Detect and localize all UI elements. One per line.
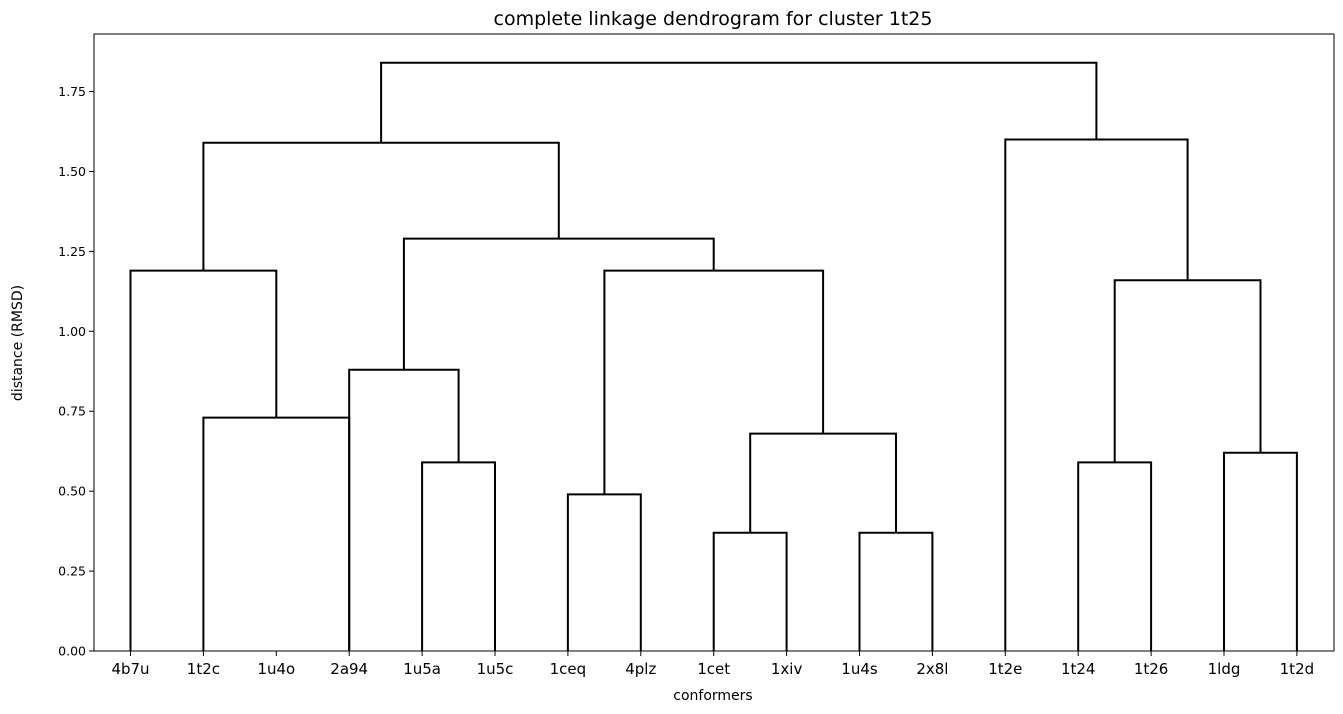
dendrogram-link-3	[348, 368, 460, 651]
leaf-label-1u4s: 1u4s	[841, 660, 878, 678]
leaf-label-1cet: 1cet	[697, 660, 730, 678]
leaf-label-1u5c: 1u5c	[477, 660, 514, 678]
chart-title: complete linkage dendrogram for cluster …	[494, 8, 933, 30]
leaf-label-1t24: 1t24	[1061, 660, 1096, 678]
x-axis-ticks: 4b7u 1t2c 1u4o 2a94 1u5a 1u5c 1ceq 4plz 1cet 1xiv…	[111, 651, 1314, 678]
y-tick-label: 0.50	[58, 484, 86, 499]
y-tick-label: 0.25	[58, 564, 86, 579]
y-tick-label: 1.25	[58, 244, 86, 259]
dendrogram-link-4	[566, 493, 642, 651]
y-tick-label: 0.75	[58, 404, 86, 419]
dendrogram-link-9	[402, 237, 715, 370]
dendrogram-link-15	[380, 61, 1098, 143]
dendrogram-link-7	[749, 432, 897, 533]
y-tick-label: 1.00	[58, 324, 86, 339]
leaf-label-1t2c: 1t2c	[187, 660, 220, 678]
dendrogram-link-11	[1077, 461, 1153, 651]
leaf-label-1u5a: 1u5a	[403, 660, 441, 678]
leaf-label-1t26: 1t26	[1134, 660, 1169, 678]
leaf-label-1t2d: 1t2d	[1280, 660, 1315, 678]
leaf-label-1xiv: 1xiv	[771, 660, 803, 678]
dendrogram-link-10	[202, 141, 560, 271]
leaf-label-1ceq: 1ceq	[550, 660, 587, 678]
y-tick-label: 0.00	[58, 644, 86, 659]
dendrogram-link-13	[1113, 279, 1262, 463]
y-tick-label: 1.75	[58, 84, 86, 99]
dendrogram-link-14	[1004, 138, 1189, 651]
dendrogram-link-12	[1223, 451, 1298, 651]
leaf-label-2x8l: 2x8l	[916, 660, 948, 678]
y-tick-label: 1.50	[58, 164, 86, 179]
y-axis-ticks: 0.00 0.25 0.50 0.75 1.00 1.25 1.50 1.75	[58, 84, 94, 659]
leaf-label-4plz: 4plz	[625, 660, 656, 678]
dendrogram-link-5	[712, 531, 788, 651]
leaf-label-4b7u: 4b7u	[111, 660, 149, 678]
dendrogram-link-8	[603, 269, 825, 495]
leaf-label-1t2e: 1t2e	[988, 660, 1022, 678]
plot-frame	[93, 33, 1335, 652]
x-axis-label: conformers	[673, 688, 752, 704]
dendrogram-link-6	[858, 531, 934, 651]
leaf-label-1ldg: 1ldg	[1208, 660, 1241, 678]
dendrogram-link-2	[421, 461, 496, 651]
dendrogram-link-0	[202, 416, 351, 651]
leaf-label-2a94: 2a94	[330, 660, 368, 678]
leaf-label-1u4o: 1u4o	[257, 660, 295, 678]
y-axis-label: distance (RMSD)	[10, 285, 26, 401]
dendrogram-links	[129, 61, 1298, 651]
